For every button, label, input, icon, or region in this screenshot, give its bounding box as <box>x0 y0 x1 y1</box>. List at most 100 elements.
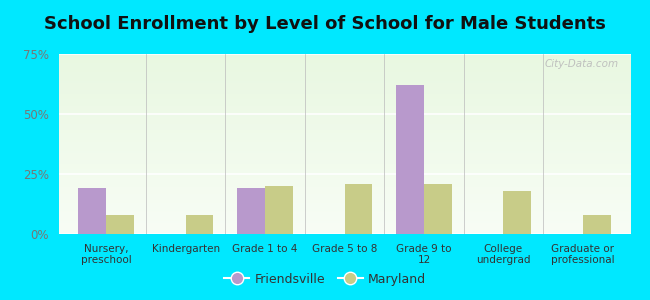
Bar <box>58 81 630 83</box>
Bar <box>583 215 610 234</box>
Bar <box>58 54 630 56</box>
Bar <box>186 215 213 234</box>
Bar <box>58 198 630 200</box>
Bar <box>58 218 630 220</box>
Bar <box>58 164 630 166</box>
Bar <box>58 72 630 74</box>
Bar <box>58 216 630 218</box>
Text: School Enrollment by Level of School for Male Students: School Enrollment by Level of School for… <box>44 15 606 33</box>
Bar <box>58 207 630 209</box>
Bar <box>58 212 630 214</box>
Bar <box>265 186 293 234</box>
Bar <box>58 173 630 175</box>
Bar <box>58 110 630 112</box>
Bar <box>58 135 630 137</box>
Bar <box>58 88 630 90</box>
Bar <box>58 86 630 88</box>
Bar <box>58 157 630 158</box>
Bar <box>58 99 630 101</box>
Bar <box>58 85 630 86</box>
Bar <box>58 149 630 151</box>
Bar <box>58 187 630 189</box>
Bar <box>58 158 630 160</box>
Bar <box>58 214 630 216</box>
Bar <box>58 137 630 139</box>
Bar <box>58 184 630 185</box>
Bar <box>424 184 452 234</box>
Bar <box>237 188 265 234</box>
Bar <box>58 169 630 171</box>
Bar <box>58 74 630 76</box>
Bar <box>58 189 630 191</box>
Bar <box>58 65 630 67</box>
Bar <box>58 63 630 65</box>
Bar <box>58 119 630 121</box>
Bar <box>58 182 630 184</box>
Bar <box>58 185 630 187</box>
Bar <box>58 70 630 72</box>
Bar <box>58 209 630 211</box>
Bar <box>58 194 630 196</box>
Bar <box>58 227 630 229</box>
Bar <box>58 178 630 180</box>
Bar <box>58 175 630 176</box>
Bar <box>58 211 630 212</box>
Bar <box>58 83 630 85</box>
Bar <box>58 166 630 167</box>
Bar <box>344 184 372 234</box>
Bar <box>58 113 630 115</box>
Bar <box>58 59 630 61</box>
Bar <box>58 108 630 110</box>
Bar <box>58 128 630 130</box>
Bar <box>58 220 630 221</box>
Bar <box>396 85 424 234</box>
Text: City-Data.com: City-Data.com <box>545 59 619 69</box>
Bar <box>58 140 630 142</box>
Bar <box>58 61 630 63</box>
Bar <box>58 104 630 106</box>
Bar <box>58 167 630 169</box>
Bar <box>58 92 630 94</box>
Bar <box>58 133 630 135</box>
Bar <box>58 196 630 198</box>
Bar <box>58 76 630 77</box>
Bar <box>58 95 630 97</box>
Bar <box>58 142 630 144</box>
Bar <box>58 205 630 207</box>
Bar <box>58 90 630 92</box>
Bar <box>58 124 630 126</box>
Bar <box>58 131 630 133</box>
Bar <box>58 144 630 146</box>
Bar <box>58 67 630 68</box>
Bar <box>58 58 630 59</box>
Bar <box>58 153 630 155</box>
Bar <box>58 130 630 131</box>
Bar <box>58 117 630 119</box>
Bar <box>58 203 630 205</box>
Bar <box>58 97 630 99</box>
Bar <box>58 56 630 58</box>
Bar <box>58 121 630 122</box>
Legend: Friendsville, Maryland: Friendsville, Maryland <box>220 268 430 291</box>
Bar <box>58 191 630 193</box>
Bar <box>58 106 630 108</box>
Bar <box>58 94 630 95</box>
Bar <box>58 146 630 148</box>
Bar <box>79 188 106 234</box>
Bar <box>58 155 630 157</box>
Bar <box>58 193 630 194</box>
Bar <box>58 221 630 223</box>
Bar <box>58 229 630 230</box>
Bar <box>58 180 630 182</box>
Bar <box>58 223 630 225</box>
Bar <box>58 225 630 227</box>
Bar <box>58 230 630 232</box>
Bar <box>58 171 630 173</box>
Bar <box>106 215 134 234</box>
Bar <box>58 202 630 203</box>
Bar <box>58 160 630 162</box>
Bar <box>58 103 630 104</box>
Bar <box>58 79 630 81</box>
Bar <box>58 112 630 113</box>
Bar <box>58 126 630 128</box>
